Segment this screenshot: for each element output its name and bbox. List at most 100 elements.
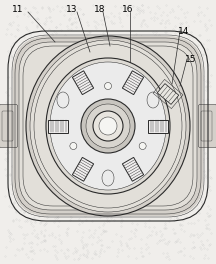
Text: 11: 11 xyxy=(12,6,24,15)
Point xyxy=(54,44,57,48)
Point xyxy=(191,256,195,261)
Point xyxy=(32,251,36,256)
Point xyxy=(23,236,26,240)
Point xyxy=(8,231,11,235)
Point xyxy=(138,6,141,10)
Point xyxy=(44,178,48,182)
Point xyxy=(129,98,133,102)
Point xyxy=(148,141,151,145)
Point xyxy=(143,124,146,128)
Point xyxy=(95,63,98,68)
Point xyxy=(112,147,116,151)
Point xyxy=(51,119,54,123)
Point xyxy=(184,20,187,24)
Point xyxy=(105,30,109,34)
Point xyxy=(205,117,208,122)
Point xyxy=(73,81,77,85)
Point xyxy=(86,248,89,252)
Point xyxy=(24,202,27,207)
Point xyxy=(147,108,151,112)
Point xyxy=(169,171,172,175)
Point xyxy=(14,253,17,257)
Point xyxy=(135,175,138,179)
Point xyxy=(153,125,156,129)
Point xyxy=(188,74,191,78)
Point xyxy=(9,86,12,90)
Point xyxy=(85,134,88,138)
Point xyxy=(39,177,42,181)
Point xyxy=(97,50,100,54)
Point xyxy=(84,244,87,248)
Point xyxy=(182,229,185,233)
Point xyxy=(184,108,188,112)
Point xyxy=(23,131,26,135)
Point xyxy=(11,67,15,71)
Point xyxy=(199,247,202,251)
Point xyxy=(65,161,69,165)
Point xyxy=(99,232,103,237)
Point xyxy=(145,110,148,114)
Point xyxy=(97,64,101,68)
Point xyxy=(30,147,33,152)
Point xyxy=(71,142,75,146)
Point xyxy=(148,187,152,191)
Point xyxy=(124,157,127,161)
Point xyxy=(155,206,158,210)
Point xyxy=(43,137,46,141)
Ellipse shape xyxy=(46,58,170,194)
Point xyxy=(150,229,153,233)
Point xyxy=(43,113,46,117)
Point xyxy=(113,116,117,120)
Point xyxy=(80,191,84,196)
Point xyxy=(158,21,162,25)
Point xyxy=(106,83,110,87)
Point xyxy=(52,244,55,248)
Point xyxy=(165,115,168,119)
Point xyxy=(202,126,205,130)
Point xyxy=(73,139,76,144)
Point xyxy=(124,73,127,77)
Point xyxy=(5,159,8,164)
Point xyxy=(188,234,191,238)
Point xyxy=(79,164,82,168)
Point xyxy=(163,146,166,150)
Point xyxy=(183,46,187,50)
Point xyxy=(40,6,43,10)
Point xyxy=(202,243,205,247)
Point xyxy=(115,254,119,258)
Point xyxy=(5,156,9,161)
Point xyxy=(86,145,89,149)
Point xyxy=(162,90,166,95)
Point xyxy=(23,114,26,118)
Point xyxy=(175,214,178,219)
Point xyxy=(194,64,198,68)
Point xyxy=(103,179,106,183)
Point xyxy=(71,206,75,210)
Point xyxy=(37,214,41,218)
Point xyxy=(141,109,145,113)
Point xyxy=(51,212,55,216)
Point xyxy=(35,158,39,163)
Point xyxy=(110,111,114,115)
Point xyxy=(24,111,27,115)
Point xyxy=(199,86,202,91)
Point xyxy=(128,8,132,12)
Point xyxy=(111,36,115,41)
Point xyxy=(114,185,118,189)
Point xyxy=(48,233,51,237)
Point xyxy=(188,131,192,136)
Point xyxy=(191,68,195,72)
Point xyxy=(127,254,130,258)
Point xyxy=(12,20,15,25)
Point xyxy=(160,190,164,194)
Point xyxy=(176,4,179,8)
Point xyxy=(16,22,20,27)
Point xyxy=(188,134,192,139)
Point xyxy=(171,205,175,209)
Point xyxy=(110,185,113,189)
Point xyxy=(189,30,193,34)
Point xyxy=(54,161,57,166)
Point xyxy=(122,76,126,81)
Point xyxy=(205,247,208,251)
Point xyxy=(168,187,171,191)
